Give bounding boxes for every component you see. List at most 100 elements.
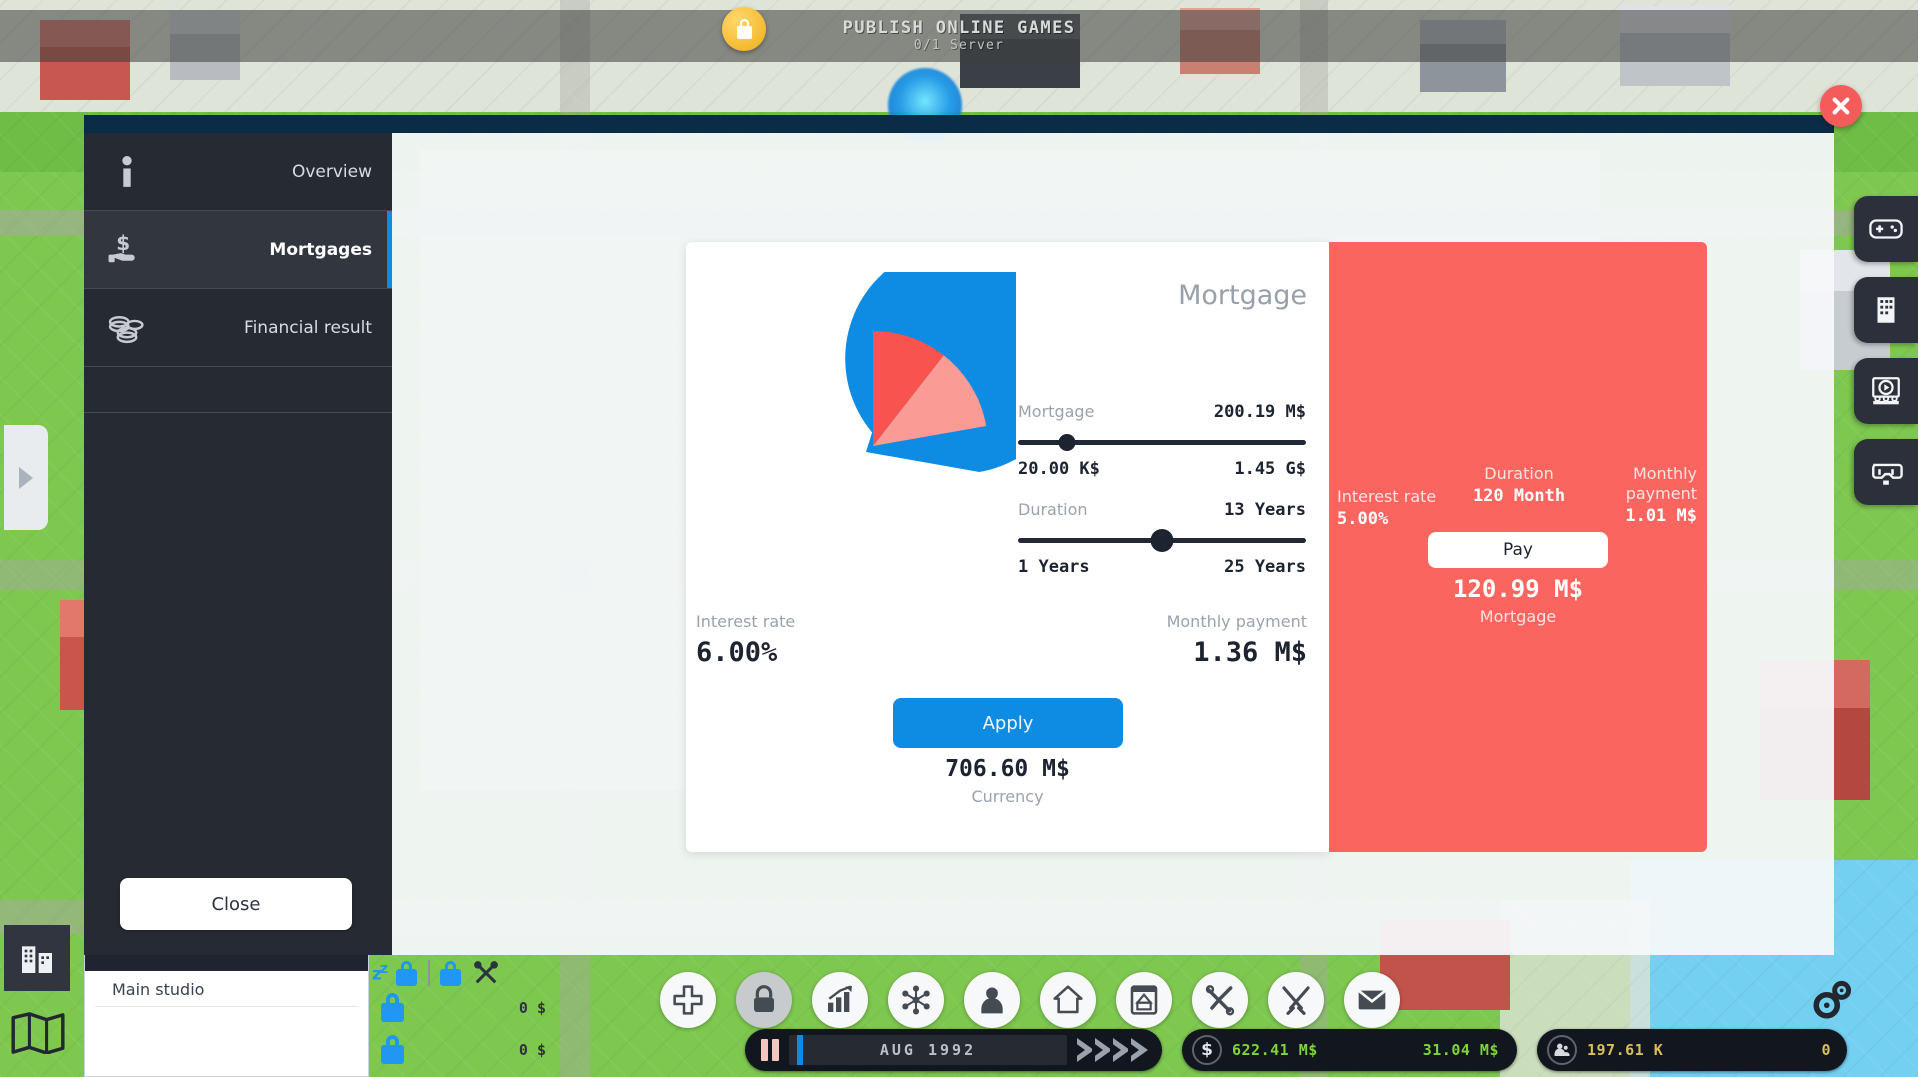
slider-thumb[interactable] [1150, 529, 1174, 552]
population-count: 197.61 K [1587, 1041, 1664, 1059]
population-pill: 197.61 K 0 [1537, 1029, 1847, 1071]
sidebar-item-label: Mortgages [269, 239, 372, 260]
currency-label: Currency [971, 787, 1044, 806]
office-building-icon[interactable] [1854, 277, 1918, 343]
coins-icon [96, 308, 158, 348]
banner-subtitle: 0/1 Server [913, 38, 1005, 54]
gamepad-icon[interactable] [1854, 196, 1918, 262]
chart-growth-icon[interactable] [812, 972, 868, 1028]
modal-title-bar [84, 115, 1834, 133]
lock-icon [380, 1035, 406, 1065]
close-button[interactable]: Close [120, 878, 352, 930]
mortgage-min: 20.00 K$ [1018, 459, 1100, 479]
close-icon[interactable] [1820, 85, 1862, 127]
plus-icon[interactable] [660, 972, 716, 1028]
map-icon[interactable] [8, 1003, 68, 1063]
elevator-icon[interactable] [1116, 972, 1172, 1028]
modal-sidebar: Overview $ Mortgages [84, 133, 392, 955]
home-icon[interactable] [1040, 972, 1096, 1028]
lock-icon[interactable] [396, 960, 418, 986]
right-icon-rail [1854, 196, 1918, 520]
pie-slice-interest [873, 355, 987, 446]
monthly-payment-block: Monthly payment 1.36 M$ [1167, 612, 1307, 668]
list-item[interactable]: 0 $ [372, 987, 552, 1029]
mail-icon[interactable] [1344, 972, 1400, 1028]
sidebar-item-mortgages[interactable]: $ Mortgages [84, 211, 392, 289]
network-nodes-icon[interactable] [888, 972, 944, 1028]
duration-slider[interactable] [1018, 529, 1306, 552]
currency-amount: 706.60 M$ [945, 756, 1070, 782]
building-icon[interactable] [4, 925, 70, 991]
pay-button[interactable]: Pay [1428, 532, 1608, 568]
studio-panel: Main studio [84, 952, 369, 1077]
active-duration-block: Duration 120 Month [1459, 464, 1579, 506]
lock-icon [380, 993, 406, 1023]
money-total: 622.41 M$ [1232, 1041, 1318, 1059]
mortgage-amount-value: 200.19 M$ [1213, 402, 1306, 422]
duration-range-row: 1 Years 25 Years [1018, 557, 1306, 577]
time-control-pill: AUG 1992 [745, 1029, 1162, 1071]
mortgage-range-row: 20.00 K$ 1.45 G$ [1018, 459, 1306, 479]
active-duration-label: Duration [1484, 464, 1554, 483]
studio-quick-icons: zz [372, 959, 500, 987]
sidebar-item-financial-result[interactable]: Financial result [84, 289, 392, 367]
money-pill: $ 622.41 M$ 31.04 M$ [1182, 1029, 1517, 1071]
monthly-payment-value: 1.36 M$ [1193, 637, 1307, 668]
active-mortgage-card: Interest rate 5.00% Duration 120 Month M… [1329, 242, 1707, 852]
current-date: AUG 1992 [879, 1041, 977, 1059]
sidebar-item-overview[interactable]: Overview [84, 133, 392, 211]
slot-cost: 0 $ [518, 1041, 546, 1059]
info-icon [96, 149, 158, 195]
mortgage-pie-chart [716, 243, 1076, 572]
tools-crossed-icon[interactable] [472, 959, 500, 987]
population-secondary: 0 [1821, 1041, 1831, 1059]
page-title: Mortgage [1178, 280, 1307, 311]
bottom-toolbar [660, 968, 1860, 1032]
slider-thumb[interactable] [1058, 434, 1076, 451]
pie-slice-principal [873, 331, 944, 446]
active-interest-value: 5.00% [1337, 509, 1389, 529]
sidebar-spacer [84, 367, 392, 413]
fast-forward-icon[interactable] [1074, 1038, 1152, 1062]
slot-cost: 0 $ [518, 999, 546, 1017]
mortgage-amount-slider[interactable] [1018, 431, 1306, 453]
apply-button[interactable]: Apply [893, 698, 1123, 748]
list-item[interactable]: 0 $ [372, 1029, 552, 1071]
lock-icon[interactable] [440, 960, 462, 986]
month-progress-tick [797, 1035, 803, 1065]
mortgage-max: 1.45 G$ [1234, 459, 1306, 479]
gears-icon[interactable] [1804, 972, 1860, 1028]
studio-slot-list: 0 $ 0 $ [372, 987, 552, 1071]
tools-icon[interactable] [1192, 972, 1248, 1028]
mortgage-amount-label: Mortgage [1018, 402, 1095, 421]
dollar-icon: $ [1192, 1035, 1222, 1065]
pause-icon[interactable] [761, 1039, 779, 1061]
active-monthly-value: 1.01 M$ [1625, 506, 1697, 526]
duration-value: 13 Years [1224, 500, 1306, 520]
banner-text: PUBLISH ONLINE GAMES 0/1 Server [843, 18, 1076, 54]
person-icon[interactable] [964, 972, 1020, 1028]
vr-headset-icon[interactable] [1854, 439, 1918, 505]
interest-rate-block: Interest rate 6.00% [696, 612, 795, 668]
active-duration-value: 120 Month [1472, 486, 1566, 506]
interest-rate-value: 6.00% [696, 637, 778, 668]
duration-label: Duration [1018, 500, 1088, 519]
studio-name: Main studio [95, 971, 358, 1007]
zzz-icon: zz [372, 961, 388, 985]
duration-min: 1 Years [1018, 557, 1090, 577]
active-total-label: Mortgage [1479, 607, 1557, 626]
divider [428, 960, 431, 986]
status-bar: AUG 1992 $ 622.41 M$ 31.04 M$ 197.61 K 0 [745, 1027, 1847, 1073]
swords-icon[interactable] [1268, 972, 1324, 1028]
active-monthly-label: Monthly payment [1625, 464, 1697, 503]
active-monthly-block: Monthly payment 1.01 M$ [1587, 464, 1697, 526]
lock-icon[interactable] [736, 972, 792, 1028]
sidebar-expand-handle[interactable] [4, 425, 48, 530]
money-delta: 31.04 M$ [1422, 1041, 1499, 1059]
hand-money-icon: $ [96, 228, 158, 272]
sidebar-item-label: Overview [291, 161, 372, 182]
active-interest-label: Interest rate [1337, 487, 1437, 506]
sidebar-item-label: Financial result [244, 317, 372, 338]
media-play-icon[interactable] [1854, 358, 1918, 424]
chevron-right-icon [19, 466, 33, 489]
